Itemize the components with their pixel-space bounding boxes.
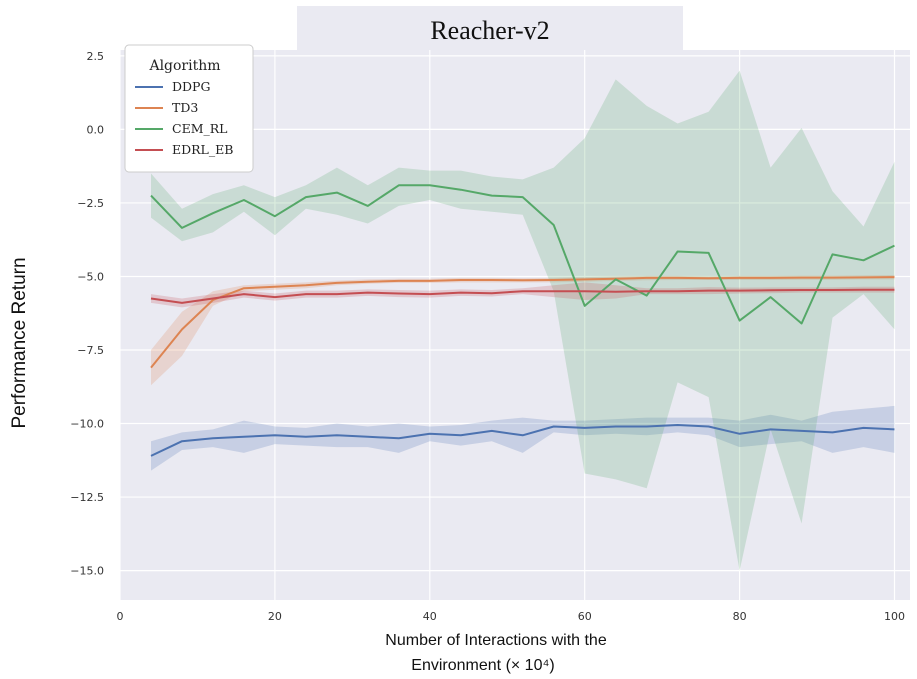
line-edrl_eb bbox=[150, 288, 895, 304]
x-tick-labels: 0 20 40 60 80 100 bbox=[117, 610, 906, 623]
x-tick-label: 20 bbox=[268, 610, 282, 623]
x-tick-label: 80 bbox=[733, 610, 747, 623]
band-ddpg bbox=[151, 405, 895, 471]
legend-entry: CEM_RL bbox=[172, 121, 227, 136]
legend-box bbox=[124, 44, 254, 173]
y-tick-label: −2.5 bbox=[77, 197, 104, 210]
y-tick-label: −10.0 bbox=[70, 418, 104, 431]
band-cem_rl bbox=[151, 70, 895, 571]
legend-title: Algorithm bbox=[148, 58, 220, 74]
x-axis-label-line1: Number of Interactions with the bbox=[385, 632, 607, 649]
x-axis-label-line2: Environment (× 10⁴) bbox=[411, 657, 554, 674]
x-tick-label: 40 bbox=[423, 610, 437, 623]
y-tick-label: −15.0 bbox=[70, 565, 104, 578]
line-td3 bbox=[150, 276, 895, 369]
x-tick-label: 100 bbox=[884, 610, 905, 623]
confidence-bands bbox=[151, 70, 895, 571]
line-cem_rl bbox=[150, 184, 895, 325]
y-tick-label: 0.0 bbox=[87, 123, 105, 136]
title-box bbox=[297, 6, 683, 51]
legend-entry: TD3 bbox=[172, 100, 198, 115]
line-ddpg bbox=[150, 424, 895, 457]
band-edrl_eb bbox=[151, 282, 895, 308]
y-axis-label: Performance Return bbox=[9, 257, 30, 428]
y-tick-label: −5.0 bbox=[77, 270, 104, 283]
chart-title: Reacher-v2 bbox=[430, 16, 549, 45]
x-tick-label: 0 bbox=[117, 610, 124, 623]
legend: Algorithm DDPG TD3 CEM_RL EDRL_EB bbox=[124, 44, 254, 173]
x-tick-label: 60 bbox=[578, 610, 592, 623]
series-lines bbox=[150, 184, 895, 457]
y-tick-label: −12.5 bbox=[70, 491, 104, 504]
y-tick-label: −7.5 bbox=[77, 344, 104, 357]
y-tick-label: 2.5 bbox=[87, 50, 105, 63]
grid-lines bbox=[119, 50, 910, 600]
y-tick-labels: 2.5 0.0 −2.5 −5.0 −7.5 −10.0 −12.5 −15.0 bbox=[70, 50, 104, 578]
legend-entry: EDRL_EB bbox=[172, 142, 233, 157]
legend-entry: DDPG bbox=[172, 79, 210, 94]
